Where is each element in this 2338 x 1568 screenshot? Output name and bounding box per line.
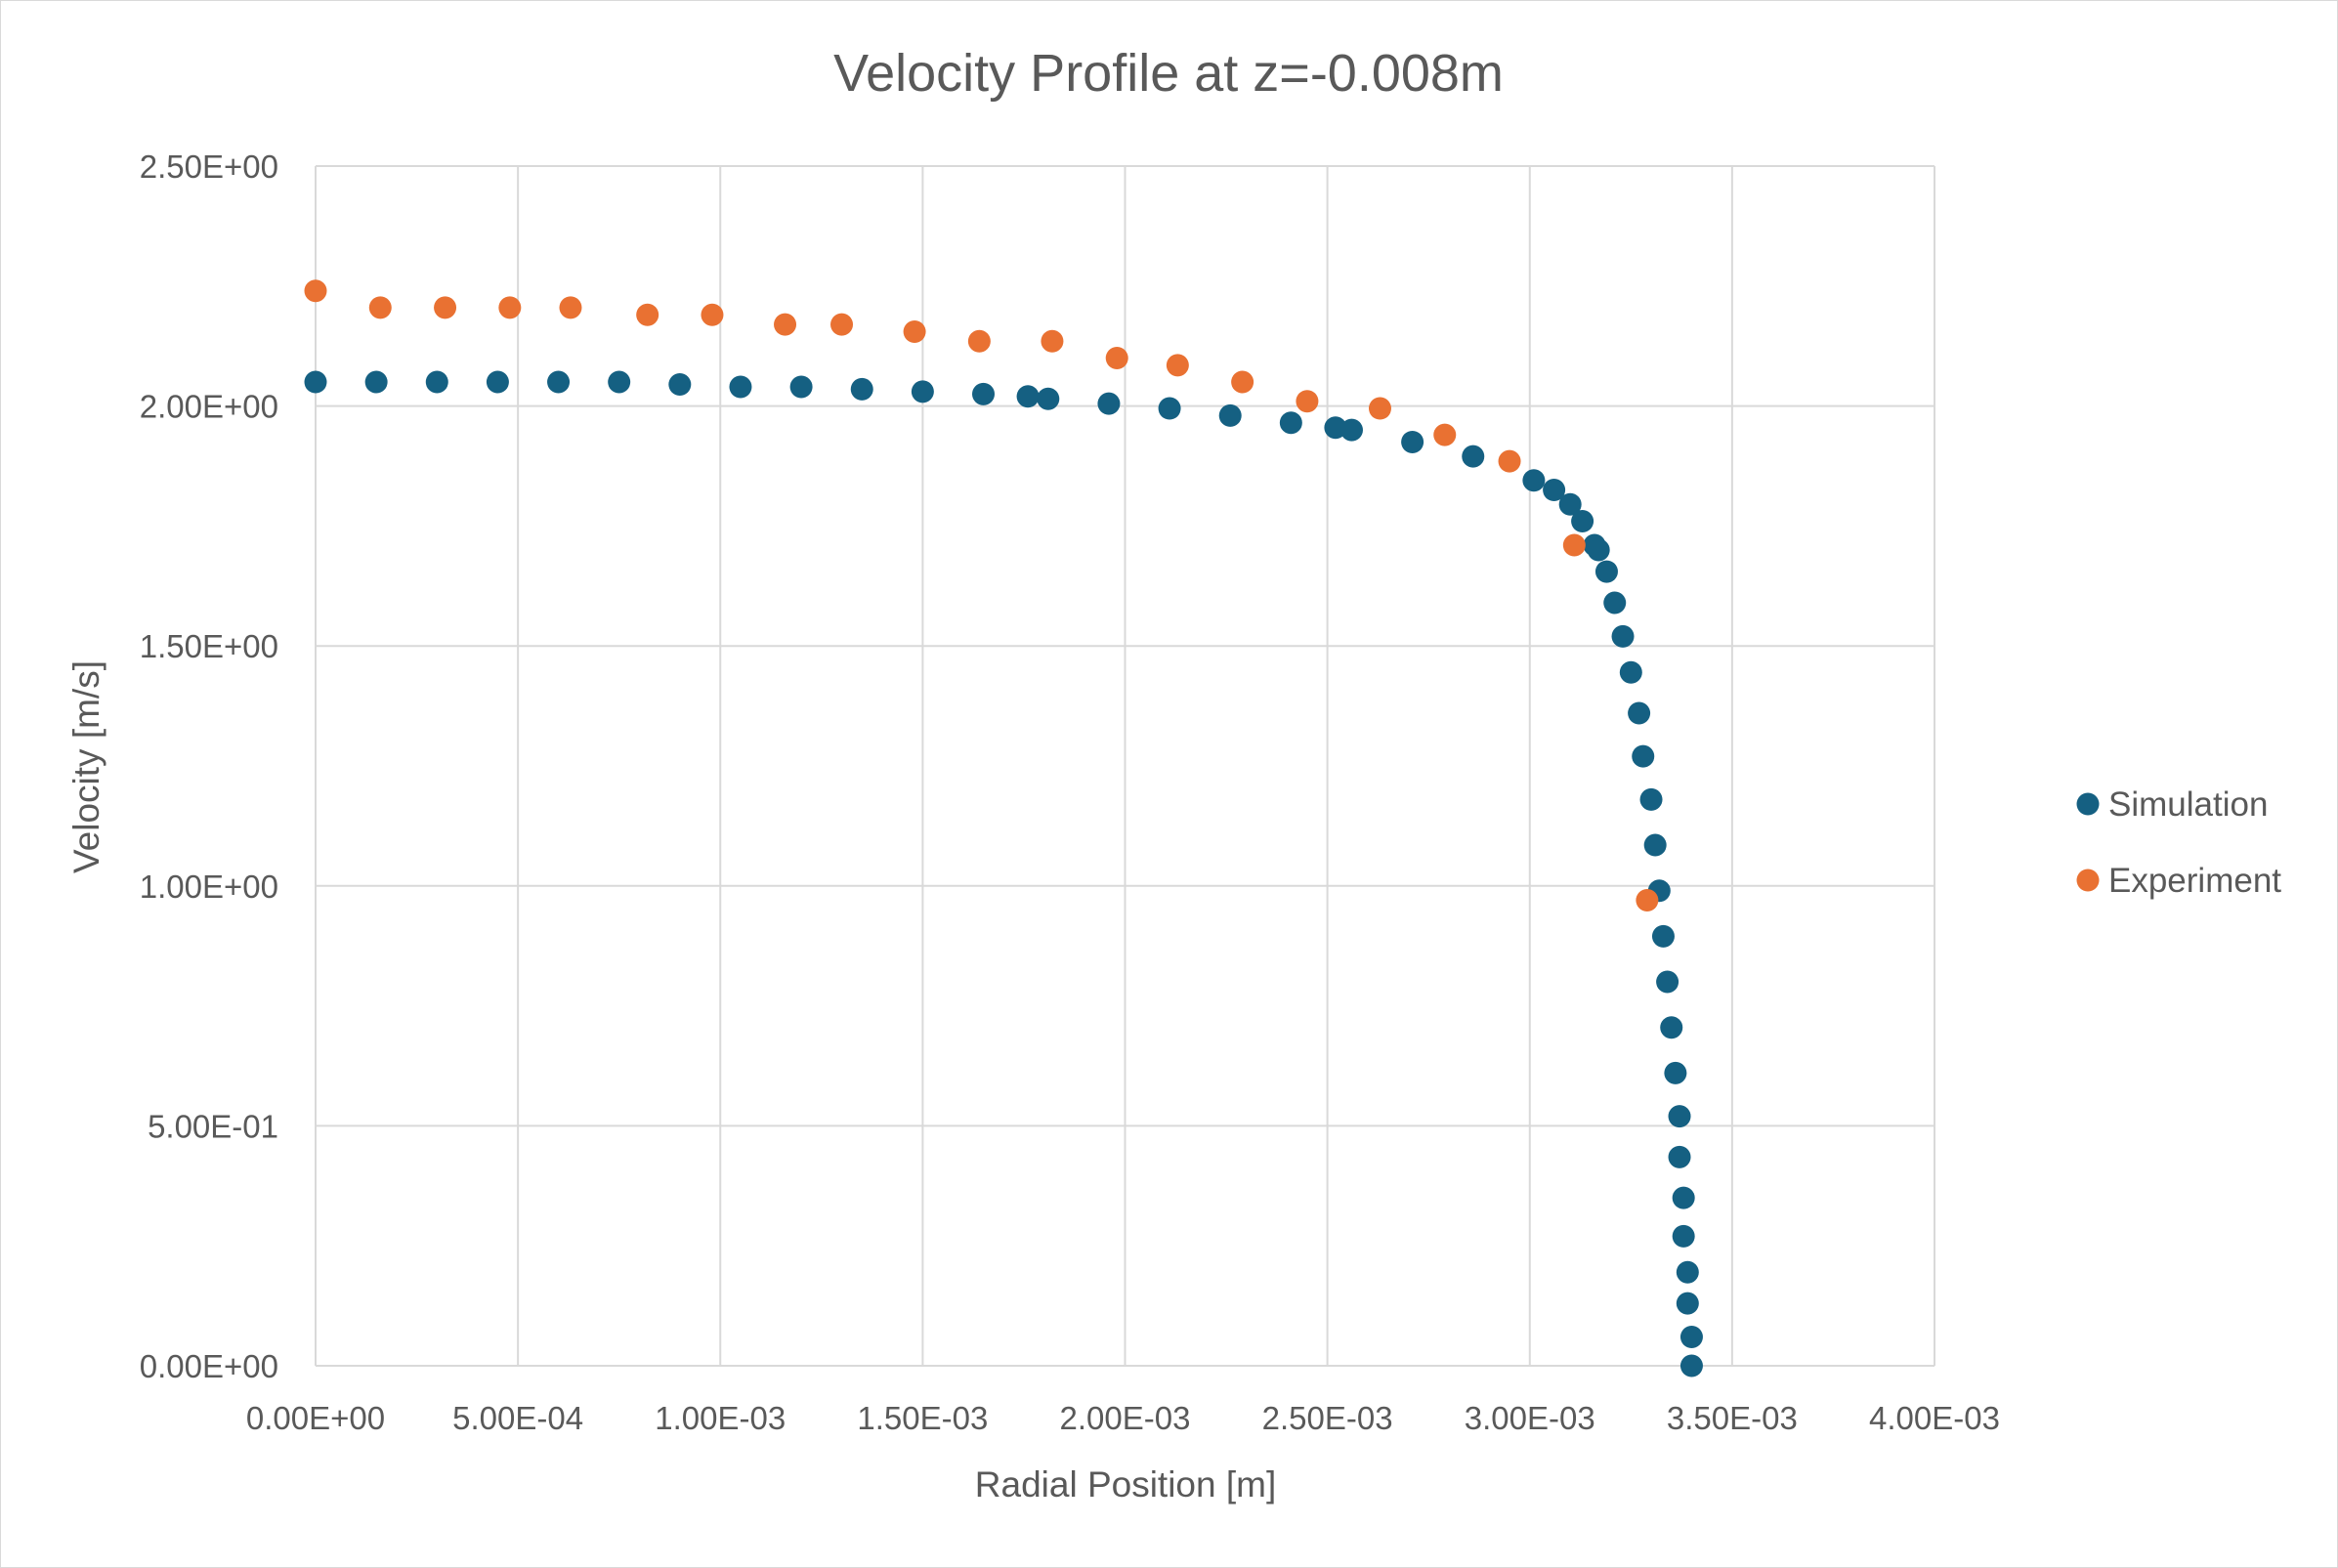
simulation-point: [1587, 538, 1610, 562]
experiment-point: [368, 296, 392, 319]
x-tick-label: 4.00E-03: [1869, 1400, 2000, 1436]
experiment-point: [1041, 329, 1064, 353]
simulation-point: [1676, 1260, 1699, 1284]
y-tick-label: 0.00E+00: [140, 1348, 278, 1384]
simulation-point: [304, 370, 327, 394]
data-points: [304, 279, 1703, 1377]
simulation-point: [425, 370, 448, 394]
simulation-point: [1679, 1354, 1703, 1377]
experiment-point: [903, 319, 926, 343]
simulation-point: [1037, 387, 1060, 410]
simulation-point: [1619, 660, 1642, 684]
experiment-point: [1498, 449, 1521, 473]
series-experiment: [304, 279, 1659, 912]
legend-marker: [2076, 869, 2100, 892]
tick-labels: 0.00E+00 5.00E-01 1.00E+00 1.50E+00 2.00E+00…: [140, 148, 2000, 1436]
chart-title: Velocity Profile at z=-0.008m: [833, 44, 1504, 103]
simulation-point: [1672, 1224, 1695, 1248]
simulation-point: [1668, 1105, 1691, 1128]
experiment-point: [1296, 390, 1319, 413]
simulation-point: [486, 370, 509, 394]
x-tick-label: 2.50E-03: [1262, 1400, 1393, 1436]
simulation-point: [1676, 1292, 1699, 1315]
legend: Simulation Experiment: [2076, 785, 2281, 900]
simulation-point: [1628, 701, 1651, 725]
experiment-point: [1231, 370, 1254, 394]
experiment-point: [967, 329, 991, 353]
simulation-point: [364, 370, 388, 394]
experiment-point: [559, 296, 582, 319]
legend-marker: [2076, 792, 2100, 816]
x-axis-label: Radial Position [m]: [975, 1464, 1276, 1504]
experiment-point: [830, 313, 854, 336]
experiment-point: [1433, 423, 1457, 446]
y-tick-label: 5.00E-01: [148, 1108, 278, 1144]
experiment-point: [1562, 533, 1586, 557]
simulation-point: [1643, 833, 1667, 857]
x-tick-label: 0.00E+00: [246, 1400, 385, 1436]
simulation-point: [1656, 970, 1679, 994]
simulation-point: [1651, 924, 1675, 948]
simulation-point: [1339, 418, 1363, 442]
simulation-point: [1679, 1326, 1703, 1349]
simulation-point: [1016, 385, 1040, 408]
experiment-point: [636, 303, 659, 326]
simulation-point: [1401, 430, 1424, 453]
y-axis-label: Velocity [m/s]: [66, 660, 106, 873]
simulation-point: [1558, 492, 1582, 516]
x-tick-label: 2.00E-03: [1060, 1400, 1191, 1436]
experiment-point: [1166, 354, 1189, 377]
simulation-point: [789, 375, 813, 399]
experiment-point: [304, 279, 327, 303]
simulation-point: [972, 382, 996, 405]
simulation-point: [1611, 624, 1635, 648]
simulation-point: [1594, 560, 1618, 583]
simulation-point: [1632, 744, 1655, 768]
x-tick-label: 1.50E-03: [857, 1400, 988, 1436]
gridlines: [315, 165, 1935, 1367]
y-tick-label: 2.50E+00: [140, 148, 278, 185]
legend-label: Simulation: [2108, 785, 2268, 824]
simulation-point: [1158, 397, 1181, 420]
simulation-point: [1279, 411, 1302, 435]
simulation-point: [1664, 1061, 1687, 1084]
simulation-point: [1218, 403, 1242, 427]
y-tick-label: 2.00E+00: [140, 389, 278, 425]
simulation-point: [1672, 1186, 1695, 1209]
simulation-point: [1097, 392, 1121, 415]
experiment-point: [1636, 889, 1659, 912]
experiment-point: [498, 296, 522, 319]
legend-item-experiment: Experiment: [2076, 862, 2281, 900]
y-tick-label: 1.00E+00: [140, 869, 278, 905]
experiment-point: [701, 303, 724, 326]
simulation-point: [547, 370, 571, 394]
simulation-point: [1522, 469, 1546, 492]
simulation-point: [911, 380, 934, 403]
x-tick-label: 5.00E-04: [452, 1400, 583, 1436]
simulation-point: [1668, 1145, 1691, 1168]
experiment-point: [774, 313, 797, 336]
x-tick-label: 1.00E-03: [655, 1400, 786, 1436]
simulation-point: [1660, 1016, 1683, 1039]
simulation-point: [1603, 591, 1627, 614]
simulation-point: [668, 372, 692, 396]
simulation-point: [1571, 509, 1594, 532]
legend-item-simulation: Simulation: [2076, 785, 2268, 824]
experiment-point: [434, 296, 457, 319]
x-tick-label: 3.00E-03: [1465, 1400, 1595, 1436]
simulation-point: [1462, 445, 1485, 468]
y-tick-label: 1.50E+00: [140, 628, 278, 664]
simulation-point: [850, 377, 873, 401]
simulation-point: [1543, 479, 1566, 502]
legend-label: Experiment: [2108, 862, 2281, 900]
experiment-point: [1368, 397, 1391, 420]
simulation-point: [608, 370, 631, 394]
simulation-point: [1639, 787, 1663, 811]
experiment-point: [1105, 346, 1128, 369]
series-simulation: [304, 370, 1703, 1377]
x-tick-label: 3.50E-03: [1667, 1400, 1798, 1436]
simulation-point: [729, 375, 752, 399]
